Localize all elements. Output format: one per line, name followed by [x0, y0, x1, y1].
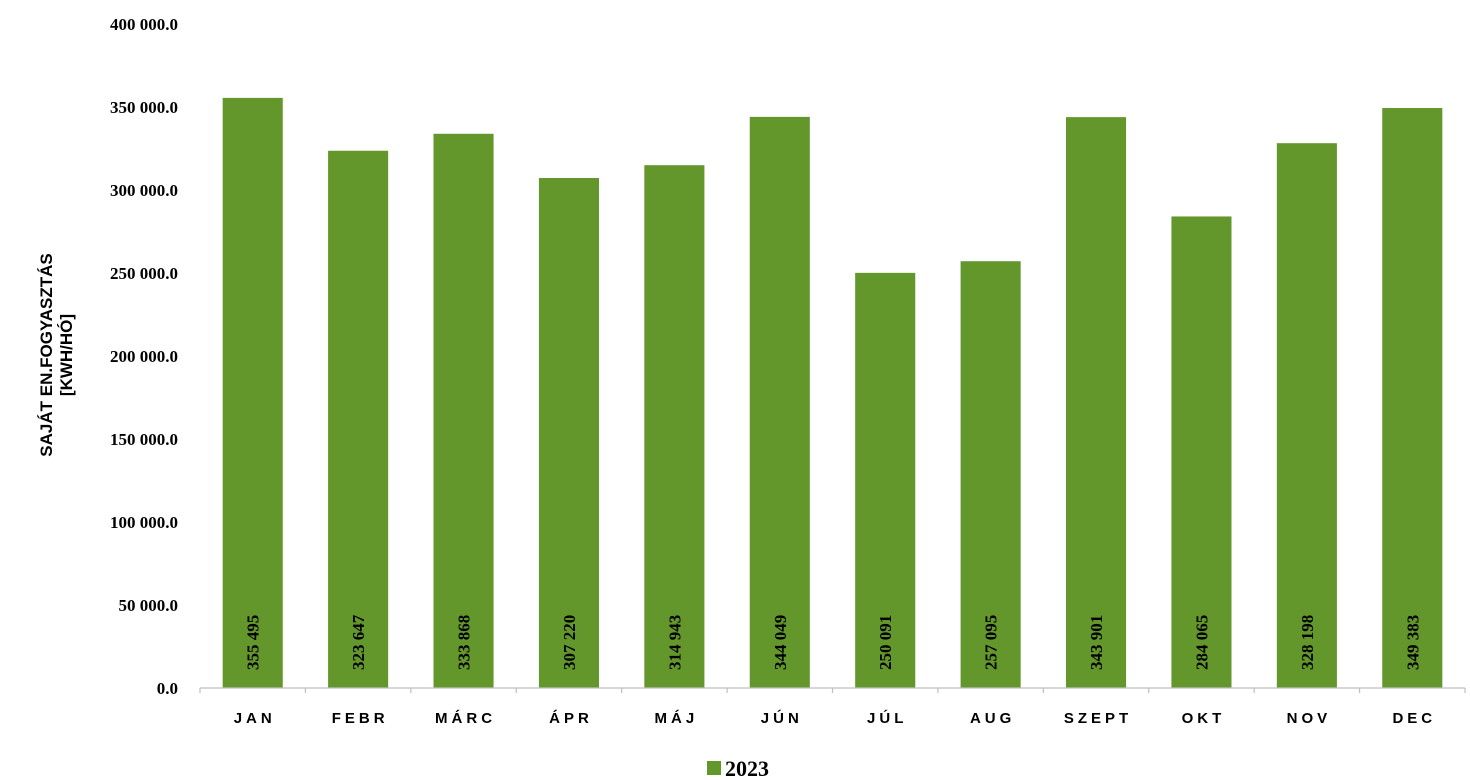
y-axis-ticks: 0.0 50 000.0 100 000.0 150 000.0 200 000.0 25… — [110, 15, 178, 698]
y-tick-label: 0.0 — [157, 679, 178, 698]
bar — [1171, 216, 1232, 689]
bars — [222, 97, 1443, 689]
y-tick-label: 200 000.0 — [110, 347, 178, 366]
data-label: 257 095 — [982, 615, 1001, 670]
data-label: 307 220 — [560, 615, 579, 670]
y-tick-label: 400 000.0 — [110, 15, 178, 34]
data-label: 333 868 — [455, 615, 474, 670]
x-tick-label: JAN — [234, 710, 276, 727]
data-label: 314 943 — [665, 615, 684, 670]
y-tick-label: 50 000.0 — [119, 596, 179, 615]
data-label: 250 091 — [876, 615, 895, 670]
bar — [855, 272, 916, 688]
data-label: 344 049 — [771, 615, 790, 670]
bar — [1382, 108, 1443, 688]
bar — [1276, 143, 1337, 689]
legend-swatch — [707, 761, 721, 775]
data-label: 355 495 — [244, 615, 263, 670]
bar — [222, 97, 283, 689]
x-tick-label: NOV — [1287, 710, 1332, 727]
data-label: 284 065 — [1192, 615, 1211, 670]
bar — [1065, 117, 1127, 689]
data-label: 328 198 — [1298, 615, 1317, 670]
x-tick-label: ÁPR — [549, 710, 593, 727]
x-tick-label: SZEPT — [1064, 710, 1132, 727]
x-tick-label: MÁJ — [655, 710, 699, 727]
bar — [749, 116, 810, 688]
y-axis-label-line: [KWH/HÓ] — [57, 314, 76, 396]
x-tick-label: MÁRC — [435, 710, 496, 727]
y-axis-label-line: SAJÁT EN.FOGYASZTÁS — [37, 253, 56, 456]
x-tick-label: OKT — [1182, 710, 1226, 727]
legend-label-2023: 2023 — [725, 756, 769, 780]
data-label: 343 901 — [1087, 615, 1106, 670]
legend: 2023 — [707, 756, 769, 780]
data-labels: 355 495 323 647 333 868 307 220 314 943 344 0… — [244, 614, 1423, 670]
bar — [644, 165, 705, 688]
data-label: 323 647 — [349, 614, 368, 670]
y-tick-label: 150 000.0 — [110, 430, 178, 449]
x-tick-label: AUG — [970, 710, 1015, 727]
x-tick-label: JÚN — [761, 709, 803, 727]
x-tick-label: DEC — [1392, 710, 1436, 727]
y-tick-label: 250 000.0 — [110, 264, 178, 283]
data-label: 349 383 — [1403, 615, 1422, 670]
y-tick-label: 100 000.0 — [110, 513, 178, 532]
x-axis-ticks: JAN FEBR MÁRC ÁPR MÁJ JÚN JÚL AUG SZEPT OKT NOV DEC — [199, 688, 1466, 727]
y-tick-label: 350 000.0 — [110, 98, 178, 117]
bar — [960, 261, 1021, 688]
x-tick-label: FEBR — [332, 710, 389, 727]
x-tick-label: JÚL — [867, 709, 907, 727]
bar — [433, 133, 494, 688]
bar — [328, 150, 389, 689]
y-tick-label: 300 000.0 — [110, 181, 178, 200]
y-axis-label: SAJÁT EN.FOGYASZTÁS[KWH/HÓ] — [37, 253, 76, 456]
bar — [538, 178, 600, 688]
